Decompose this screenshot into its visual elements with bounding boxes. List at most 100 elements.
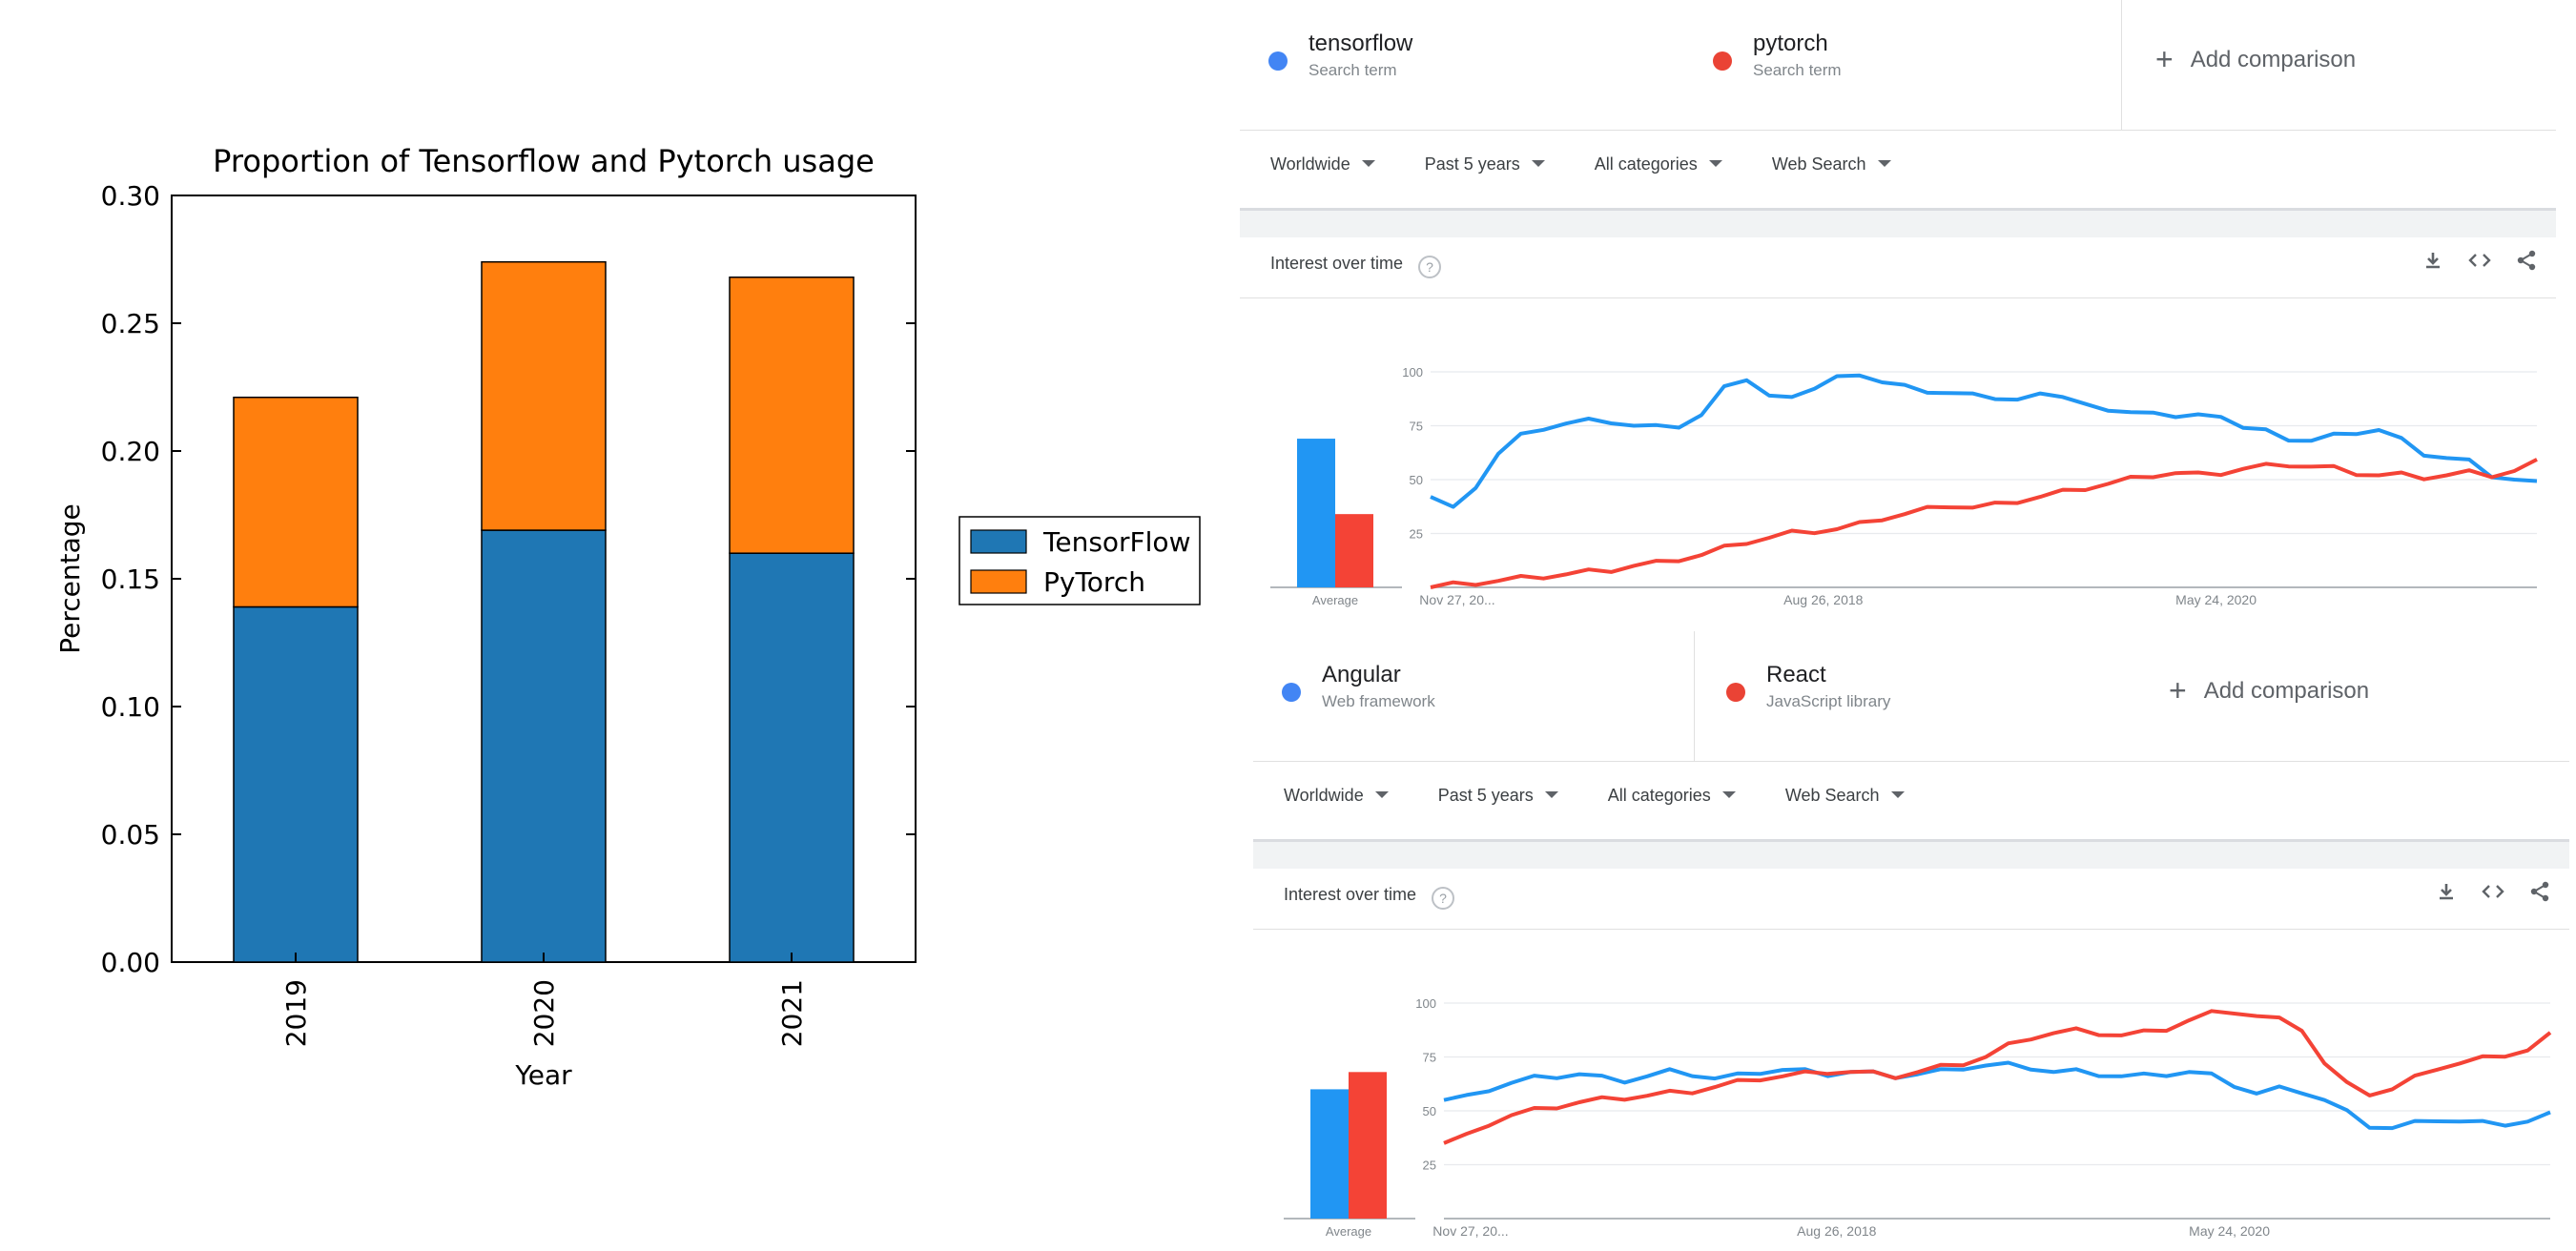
- section-separator: [1240, 208, 2556, 237]
- section-separator: [1253, 839, 2569, 869]
- term-tensorflow[interactable]: tensorflow Search term: [1268, 27, 1412, 80]
- bar-tensorflow-2021: [729, 552, 855, 963]
- y-tick-label: 25: [1423, 1159, 1436, 1173]
- legend-swatch: [970, 569, 1027, 594]
- filter-search-type[interactable]: Web Search: [1772, 154, 1891, 174]
- series-line-React: [1443, 1009, 2552, 1145]
- download-icon[interactable]: [2436, 881, 2457, 902]
- y-tick-label: 0.30: [101, 180, 160, 212]
- term-react[interactable]: React JavaScript library: [1726, 658, 1890, 711]
- panel-title: Interest over time?: [1284, 885, 1455, 910]
- blue-dot-icon: [1268, 51, 1288, 71]
- x-tick-label: Aug 26, 2018: [1783, 592, 1864, 607]
- divider: [1240, 130, 2556, 131]
- filter-time[interactable]: Past 5 years: [1438, 786, 1558, 806]
- term-name: React: [1766, 662, 1826, 687]
- filter-label: Worldwide: [1284, 786, 1364, 805]
- bar-chart-svg: Proportion of Tensorflow and Pytorch usa…: [54, 143, 1201, 1091]
- bar-tensorflow-2019: [233, 605, 359, 963]
- filter-label: All categories: [1594, 154, 1698, 174]
- term-subtitle: JavaScript library: [1766, 692, 1891, 710]
- y-tick-label: 100: [1402, 365, 1423, 379]
- download-icon[interactable]: [2422, 250, 2443, 271]
- share-icon[interactable]: [2529, 881, 2550, 902]
- filter-bar: Worldwide Past 5 years All categories We…: [1284, 786, 1954, 806]
- plus-icon: +: [2169, 673, 2187, 708]
- y-tick-label: 0.20: [101, 436, 160, 467]
- filter-label: Past 5 years: [1424, 154, 1520, 174]
- bar-pytorch-2021: [729, 277, 855, 554]
- term-subtitle: Search term: [1753, 61, 1842, 79]
- caret-down-icon: [1890, 791, 1905, 798]
- x-axis-label: Year: [514, 1059, 572, 1091]
- bar-pytorch-2019: [233, 396, 359, 608]
- y-axis-label: Percentage: [54, 503, 86, 654]
- filter-time[interactable]: Past 5 years: [1425, 154, 1545, 174]
- x-tick-label: 2020: [528, 979, 560, 1047]
- embed-icon[interactable]: [2468, 250, 2491, 271]
- divider: [1694, 631, 1695, 761]
- help-icon[interactable]: ?: [1418, 256, 1442, 278]
- y-tick-label: 100: [1415, 996, 1436, 1011]
- term-name: Angular: [1322, 662, 1401, 687]
- legend-label: PyTorch: [1043, 566, 1145, 598]
- bar-pytorch-2020: [481, 260, 607, 531]
- filter-bar: Worldwide Past 5 years All categories We…: [1270, 154, 1941, 174]
- add-comparison-label: Add comparison: [2203, 678, 2370, 704]
- share-icon[interactable]: [2516, 250, 2537, 271]
- filter-label: Web Search: [1784, 786, 1880, 805]
- term-pytorch[interactable]: pytorch Search term: [1713, 27, 1842, 80]
- filter-category[interactable]: All categories: [1608, 786, 1736, 806]
- blue-dot-icon: [1282, 683, 1301, 702]
- y-tick-label: 75: [1423, 1051, 1436, 1065]
- y-tick-label: 0.00: [101, 947, 160, 978]
- term-name: pytorch: [1753, 31, 1828, 56]
- filter-category[interactable]: All categories: [1595, 154, 1722, 174]
- series-line-Angular: [1443, 1060, 2551, 1131]
- trends-panel-tensorflow-pytorch: tensorflow Search term pytorch Search te…: [1240, 0, 2576, 620]
- y-tick-label: 50: [1410, 473, 1423, 487]
- panel-actions: [2422, 250, 2537, 271]
- average-bar-Angular: [1310, 1089, 1349, 1219]
- average-label: Average: [1326, 1224, 1371, 1239]
- term-angular[interactable]: Angular Web framework: [1282, 658, 1435, 711]
- y-tick-label: 0.15: [101, 564, 160, 595]
- divider: [2121, 0, 2122, 130]
- x-tick-label: 2021: [776, 979, 808, 1047]
- caret-down-icon: [1374, 791, 1389, 798]
- filter-region[interactable]: Worldwide: [1270, 154, 1375, 174]
- add-comparison-label: Add comparison: [2190, 47, 2357, 72]
- red-dot-icon: [1726, 683, 1745, 702]
- caret-down-icon: [1361, 160, 1375, 167]
- add-comparison-button[interactable]: + Add comparison: [2169, 673, 2369, 708]
- caret-down-icon: [1708, 160, 1722, 167]
- interest-over-time-chart: Average 100 75 50 25 Nov 27, 20... Aug 26, 201…: [1284, 996, 2552, 1239]
- interest-over-time-chart: Average 100 75 50 25 Nov 27, 20... Aug 26, 201…: [1270, 365, 2538, 607]
- average-bar-pytorch: [1335, 514, 1373, 587]
- x-tick-label: 2019: [280, 979, 312, 1047]
- y-tick-label: 50: [1423, 1104, 1436, 1118]
- average-bar-tensorflow: [1297, 439, 1335, 587]
- caret-down-icon: [1544, 791, 1558, 798]
- average-bar-React: [1349, 1072, 1387, 1219]
- bar-tensorflow-2020: [481, 529, 607, 963]
- x-tick-label: Nov 27, 20...: [1432, 1223, 1508, 1239]
- term-subtitle: Web framework: [1322, 692, 1435, 710]
- red-dot-icon: [1713, 51, 1732, 71]
- panel-title-text: Interest over time: [1270, 254, 1404, 273]
- panel-title-text: Interest over time: [1284, 885, 1417, 904]
- x-tick-label: Aug 26, 2018: [1797, 1223, 1877, 1239]
- filter-label: All categories: [1607, 786, 1711, 805]
- help-icon[interactable]: ?: [1432, 887, 1455, 910]
- series-line-pytorch: [1430, 458, 2538, 589]
- add-comparison-button[interactable]: + Add comparison: [2155, 42, 2356, 77]
- embed-icon[interactable]: [2482, 881, 2504, 902]
- stacked-bar-chart: Proportion of Tensorflow and Pytorch usa…: [0, 0, 1230, 1239]
- chart-title: Proportion of Tensorflow and Pytorch usa…: [213, 143, 875, 179]
- caret-down-icon: [1877, 160, 1891, 167]
- filter-label: Web Search: [1771, 154, 1866, 174]
- legend-swatch: [970, 529, 1027, 554]
- filter-search-type[interactable]: Web Search: [1785, 786, 1905, 806]
- term-name: tensorflow: [1309, 31, 1413, 56]
- filter-region[interactable]: Worldwide: [1284, 786, 1389, 806]
